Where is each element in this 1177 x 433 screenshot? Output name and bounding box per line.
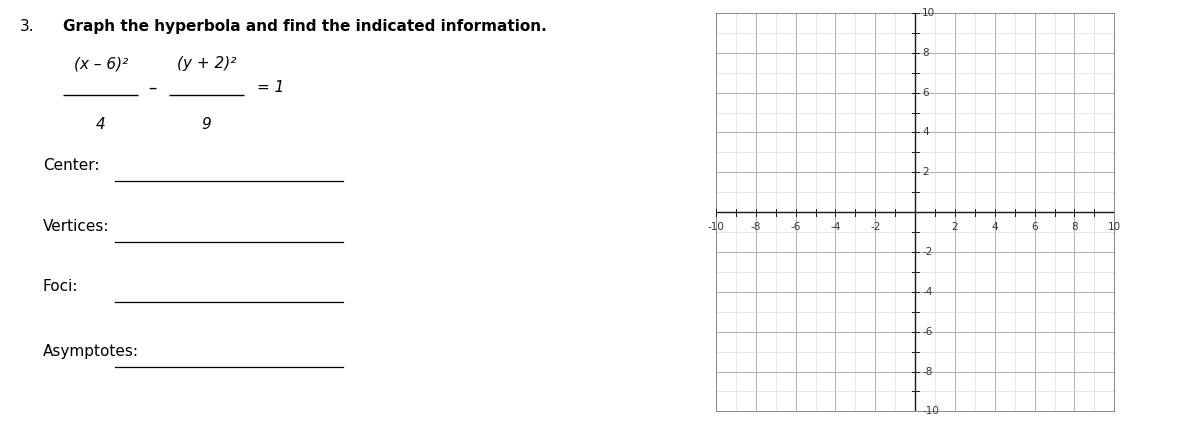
Text: 8: 8 <box>1071 222 1078 232</box>
Text: 4: 4 <box>922 127 929 138</box>
Text: Asymptotes:: Asymptotes: <box>42 344 139 359</box>
Text: Graph the hyperbola and find the indicated information.: Graph the hyperbola and find the indicat… <box>62 19 546 35</box>
Text: 4: 4 <box>97 117 106 132</box>
Text: 10: 10 <box>922 8 936 18</box>
Text: -8: -8 <box>751 222 762 232</box>
Text: = 1: = 1 <box>257 80 285 95</box>
Text: Foci:: Foci: <box>42 279 79 294</box>
Text: 6: 6 <box>922 87 929 98</box>
Text: -10: -10 <box>922 406 939 417</box>
Text: -4: -4 <box>830 222 840 232</box>
Text: 10: 10 <box>1108 222 1121 232</box>
Text: -2: -2 <box>922 247 932 257</box>
Text: -6: -6 <box>922 326 932 337</box>
Text: -4: -4 <box>922 287 932 297</box>
Text: (y + 2)²: (y + 2)² <box>177 56 237 71</box>
Text: 9: 9 <box>201 117 211 132</box>
Text: -8: -8 <box>922 366 932 377</box>
Text: 2: 2 <box>922 167 929 178</box>
Text: 8: 8 <box>922 48 929 58</box>
Text: Vertices:: Vertices: <box>42 219 109 234</box>
Text: (x – 6)²: (x – 6)² <box>74 56 128 71</box>
Text: 3.: 3. <box>20 19 34 35</box>
Text: -10: -10 <box>707 222 724 232</box>
Text: Center:: Center: <box>42 158 99 173</box>
Text: 4: 4 <box>991 222 998 232</box>
Text: 6: 6 <box>1031 222 1038 232</box>
Text: 2: 2 <box>952 222 958 232</box>
Text: -6: -6 <box>791 222 800 232</box>
Text: –: – <box>148 79 157 97</box>
Text: -2: -2 <box>870 222 880 232</box>
